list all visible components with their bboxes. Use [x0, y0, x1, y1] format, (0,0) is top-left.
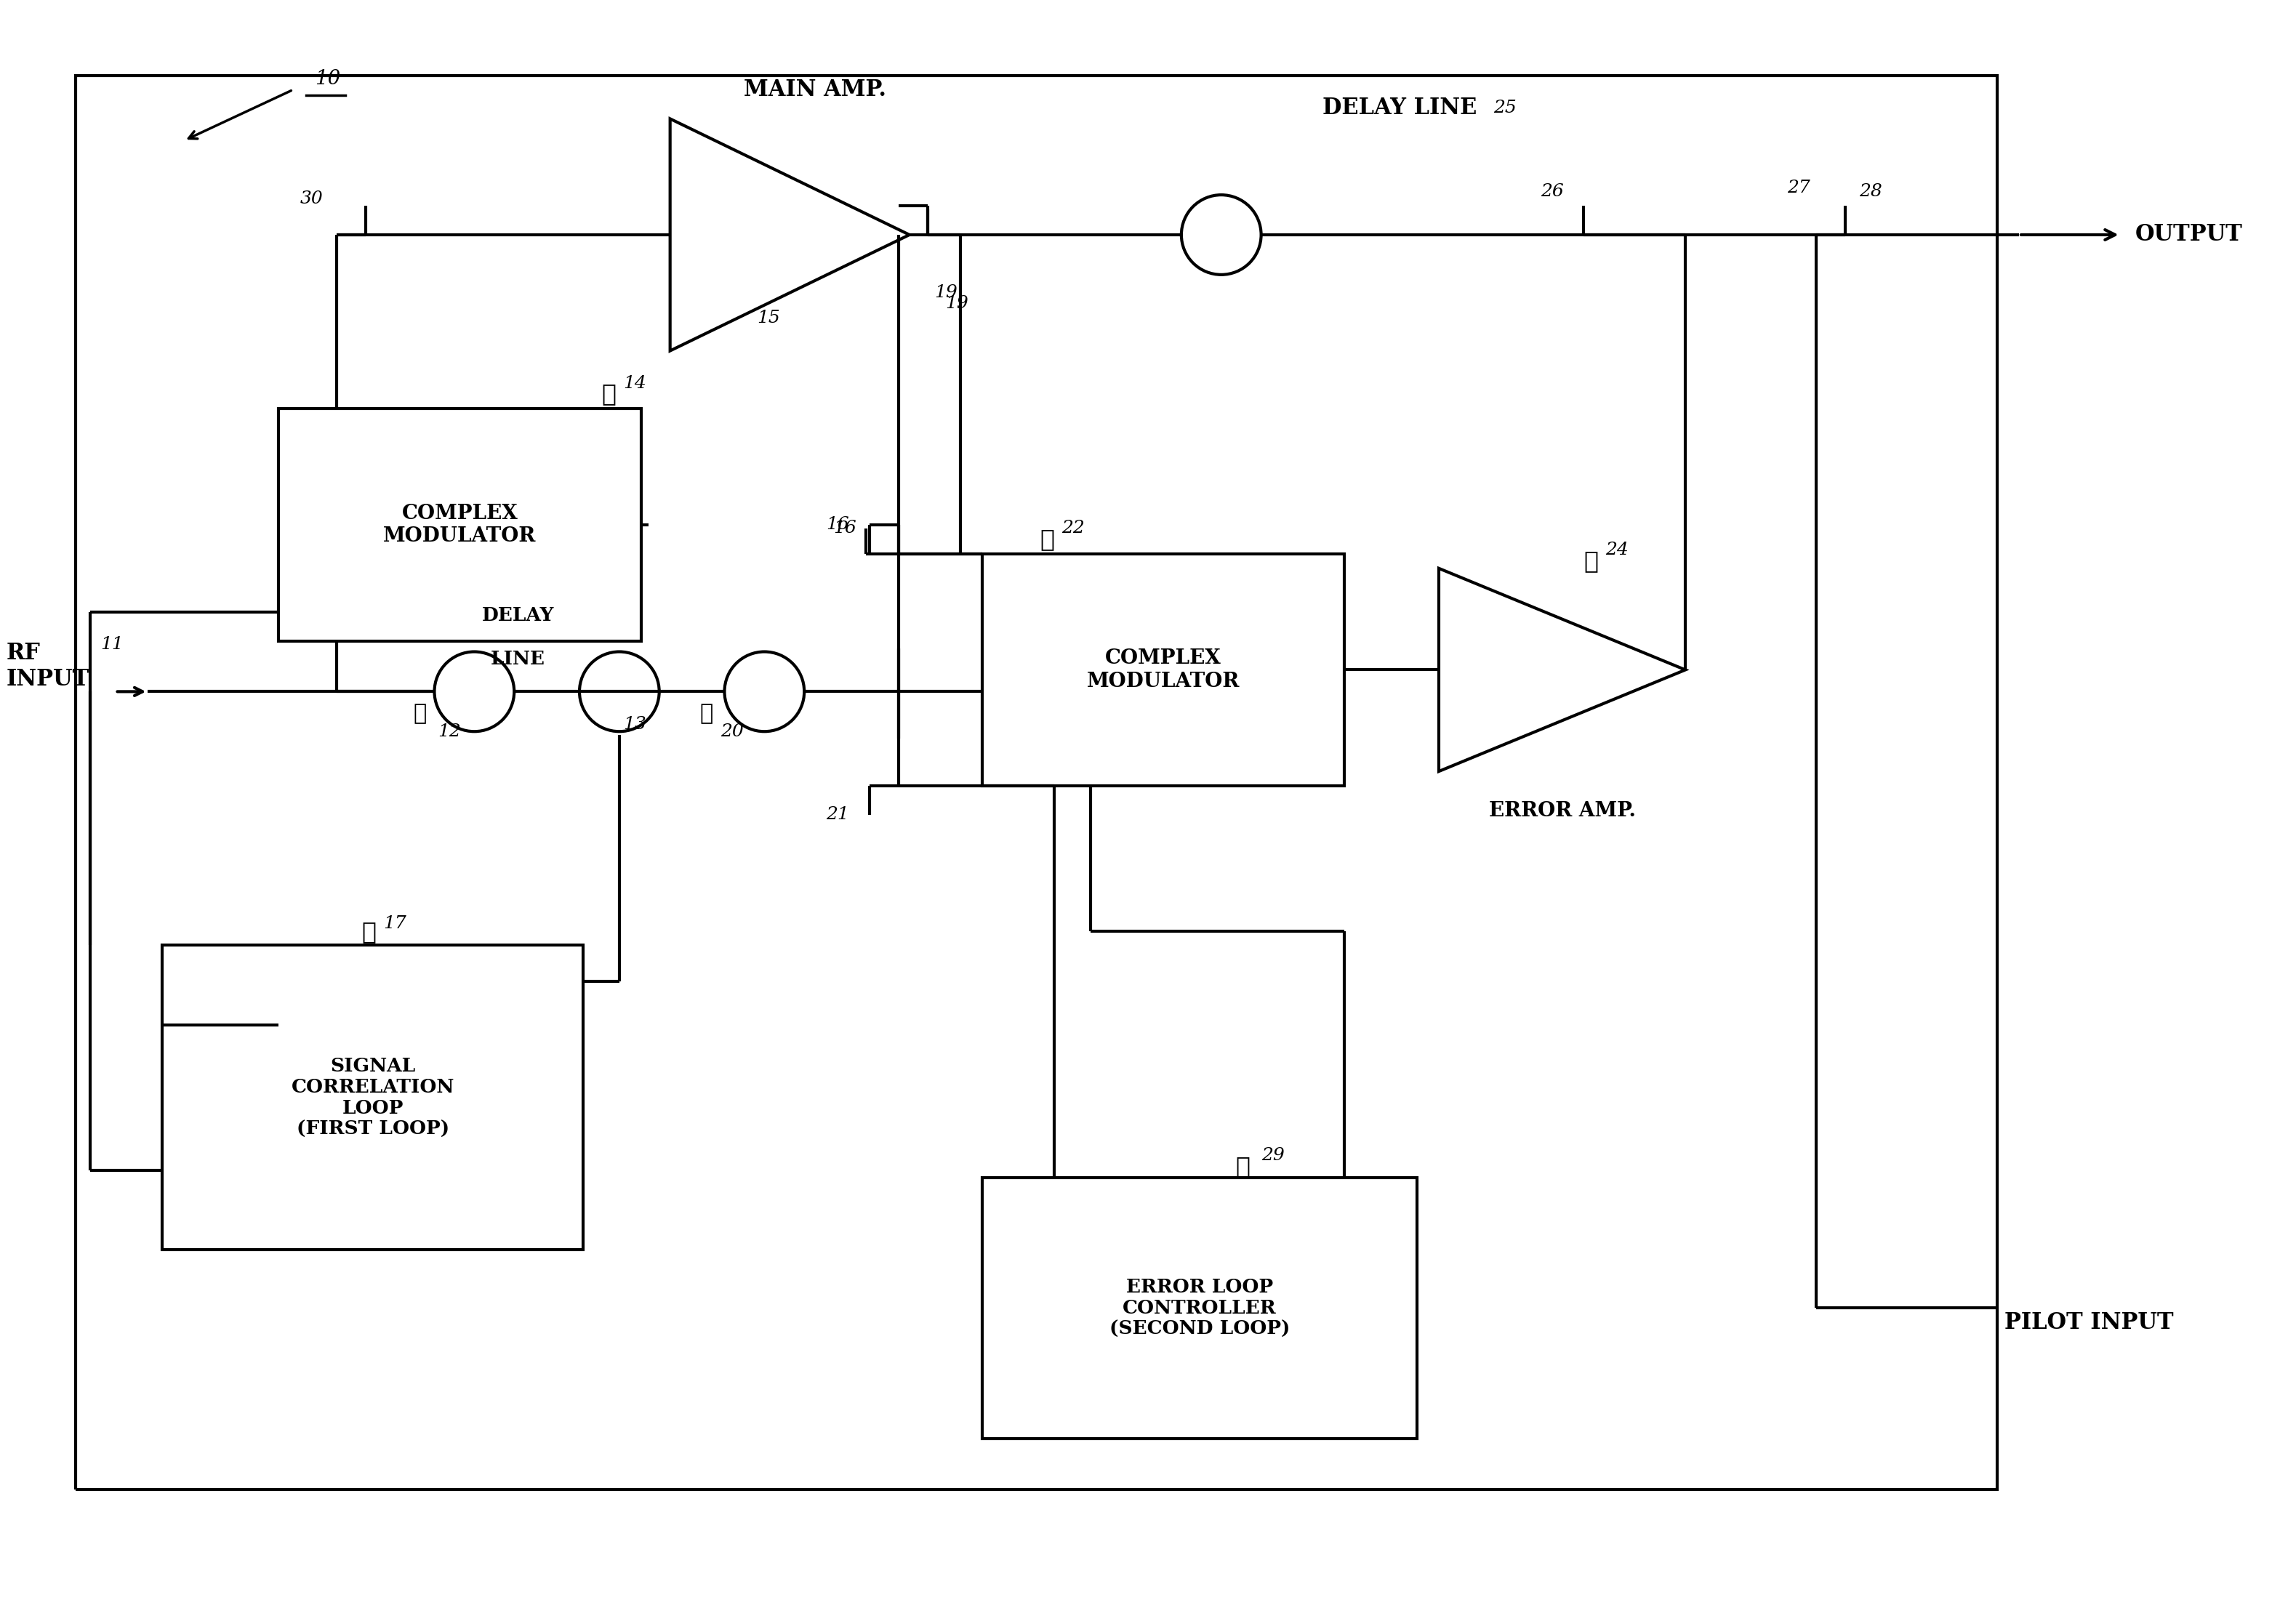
Text: ⌣: ⌣	[1235, 1155, 1251, 1178]
Text: 21: 21	[827, 806, 850, 824]
Text: 28: 28	[1860, 182, 1883, 200]
Text: 12: 12	[439, 723, 461, 739]
Bar	[278, 410, 641, 642]
Text: ⌣: ⌣	[413, 702, 427, 725]
Bar	[983, 1178, 1417, 1438]
Text: 26: 26	[1541, 182, 1564, 200]
Bar	[163, 946, 583, 1250]
Text: RF
INPUT: RF INPUT	[7, 642, 90, 691]
Text: OUTPUT: OUTPUT	[2135, 224, 2243, 246]
Text: 19: 19	[946, 296, 969, 312]
Text: ⌣: ⌣	[1040, 528, 1054, 550]
Text: 30: 30	[301, 190, 324, 206]
Text: PILOT INPUT: PILOT INPUT	[2004, 1310, 2174, 1334]
Text: DELAY LINE: DELAY LINE	[1322, 96, 1476, 118]
Text: ⌣: ⌣	[602, 382, 615, 406]
Text: ⌣: ⌣	[1584, 549, 1598, 573]
Text: ⌣: ⌣	[363, 920, 377, 944]
Text: COMPLEX
MODULATOR: COMPLEX MODULATOR	[383, 504, 537, 546]
Bar	[983, 554, 1345, 786]
Text: 15: 15	[758, 310, 781, 326]
Text: 24: 24	[1605, 542, 1628, 558]
Text: COMPLEX
MODULATOR: COMPLEX MODULATOR	[1086, 648, 1240, 691]
Text: SIGNAL
CORRELATION
LOOP
(FIRST LOOP): SIGNAL CORRELATION LOOP (FIRST LOOP)	[292, 1058, 455, 1138]
Text: ERROR AMP.: ERROR AMP.	[1488, 802, 1635, 821]
Text: MAIN AMP.: MAIN AMP.	[744, 78, 886, 101]
Text: 17: 17	[383, 915, 406, 931]
Text: 25: 25	[1492, 99, 1515, 117]
Text: ⌣: ⌣	[700, 702, 714, 725]
Text: 10: 10	[315, 69, 340, 88]
Text: 20: 20	[721, 723, 744, 739]
Text: 19: 19	[934, 285, 957, 301]
Text: 16: 16	[827, 517, 850, 533]
Text: 13: 13	[622, 715, 645, 733]
Text: 29: 29	[1261, 1147, 1283, 1165]
Text: 11: 11	[101, 637, 124, 653]
Text: DELAY: DELAY	[482, 606, 553, 624]
Text: ERROR LOOP
CONTROLLER
(SECOND LOOP): ERROR LOOP CONTROLLER (SECOND LOOP)	[1109, 1278, 1290, 1338]
Text: 14: 14	[622, 374, 645, 392]
Text: 16: 16	[833, 520, 856, 538]
Text: 22: 22	[1061, 520, 1084, 538]
Text: LINE: LINE	[491, 650, 544, 669]
Text: 27: 27	[1786, 179, 1809, 197]
